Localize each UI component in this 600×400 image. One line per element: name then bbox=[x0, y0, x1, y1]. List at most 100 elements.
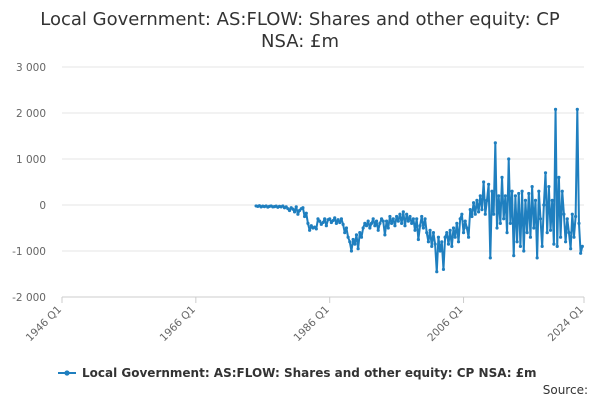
data-point[interactable] bbox=[488, 256, 492, 260]
data-point[interactable] bbox=[433, 242, 437, 246]
data-point[interactable] bbox=[523, 198, 528, 202]
data-point[interactable] bbox=[471, 201, 476, 205]
data-point[interactable] bbox=[475, 198, 479, 202]
legend[interactable]: Local Government: AS:FLOW: Shares and ot… bbox=[58, 366, 537, 380]
data-point[interactable] bbox=[420, 214, 424, 219]
data-point[interactable] bbox=[528, 235, 533, 239]
data-point[interactable] bbox=[435, 270, 439, 274]
data-point[interactable] bbox=[465, 226, 469, 230]
data-point[interactable] bbox=[565, 217, 569, 221]
data-point[interactable] bbox=[440, 240, 444, 244]
data-point[interactable] bbox=[403, 224, 407, 228]
data-point[interactable] bbox=[483, 212, 487, 216]
data-point[interactable] bbox=[570, 212, 574, 216]
data-point[interactable] bbox=[413, 228, 417, 232]
data-point[interactable] bbox=[542, 203, 546, 207]
data-point[interactable] bbox=[356, 247, 360, 251]
data-point[interactable] bbox=[306, 221, 310, 225]
data-point[interactable] bbox=[301, 206, 305, 210]
data-point[interactable] bbox=[393, 224, 397, 228]
data-point[interactable] bbox=[423, 217, 427, 221]
data-point[interactable] bbox=[518, 244, 523, 248]
data-point[interactable] bbox=[466, 235, 471, 239]
data-point[interactable] bbox=[438, 249, 442, 253]
data-point[interactable] bbox=[532, 226, 536, 230]
data-point[interactable] bbox=[498, 221, 502, 225]
data-point[interactable] bbox=[503, 194, 507, 198]
data-point[interactable] bbox=[436, 235, 441, 239]
data-point[interactable] bbox=[522, 249, 526, 253]
data-point[interactable] bbox=[291, 207, 295, 211]
data-point[interactable] bbox=[396, 219, 400, 223]
data-point[interactable] bbox=[353, 242, 357, 246]
data-point[interactable] bbox=[336, 218, 340, 222]
data-point[interactable] bbox=[443, 235, 447, 239]
data-point[interactable] bbox=[525, 231, 529, 235]
data-point[interactable] bbox=[346, 235, 350, 239]
data-point[interactable] bbox=[405, 212, 409, 216]
data-point[interactable] bbox=[349, 249, 354, 253]
data-point[interactable] bbox=[455, 221, 459, 225]
data-point[interactable] bbox=[548, 228, 553, 232]
data-point[interactable] bbox=[560, 189, 564, 193]
data-point[interactable] bbox=[485, 198, 489, 202]
data-point[interactable] bbox=[451, 226, 456, 230]
data-point[interactable] bbox=[401, 210, 405, 214]
data-point[interactable] bbox=[555, 244, 559, 248]
data-point[interactable] bbox=[395, 214, 399, 219]
data-point[interactable] bbox=[428, 228, 432, 232]
data-point[interactable] bbox=[369, 221, 374, 225]
data-point[interactable] bbox=[458, 217, 462, 221]
data-point[interactable] bbox=[408, 214, 412, 219]
data-point[interactable] bbox=[328, 217, 332, 221]
data-point[interactable] bbox=[371, 217, 375, 221]
data-point[interactable] bbox=[323, 217, 327, 221]
data-point[interactable] bbox=[324, 224, 328, 228]
data-point[interactable] bbox=[383, 233, 387, 237]
source-label[interactable]: Source: bbox=[543, 383, 588, 397]
data-point[interactable] bbox=[339, 217, 343, 221]
data-point[interactable] bbox=[374, 219, 379, 223]
data-point[interactable] bbox=[505, 231, 509, 235]
data-point[interactable] bbox=[456, 240, 461, 244]
data-point[interactable] bbox=[538, 217, 543, 221]
data-point[interactable] bbox=[415, 217, 419, 221]
data-point[interactable] bbox=[376, 228, 380, 232]
data-point[interactable] bbox=[308, 228, 312, 232]
data-point[interactable] bbox=[510, 189, 514, 193]
data-point[interactable] bbox=[292, 210, 297, 214]
data-point[interactable] bbox=[569, 247, 573, 251]
data-point[interactable] bbox=[390, 221, 394, 225]
data-point[interactable] bbox=[530, 185, 534, 189]
data-point[interactable] bbox=[492, 212, 496, 216]
data-point[interactable] bbox=[411, 217, 415, 221]
data-point[interactable] bbox=[507, 157, 511, 161]
data-point[interactable] bbox=[461, 231, 466, 235]
data-point[interactable] bbox=[354, 233, 359, 237]
data-point[interactable] bbox=[410, 221, 414, 225]
data-point[interactable] bbox=[517, 191, 521, 196]
data-point[interactable] bbox=[373, 224, 377, 228]
data-point[interactable] bbox=[321, 220, 325, 225]
data-point[interactable] bbox=[493, 141, 497, 145]
data-point[interactable] bbox=[470, 214, 474, 219]
data-point[interactable] bbox=[318, 219, 322, 223]
data-point[interactable] bbox=[314, 227, 318, 231]
data-point[interactable] bbox=[386, 226, 390, 230]
data-point[interactable] bbox=[453, 235, 457, 239]
data-point[interactable] bbox=[480, 208, 484, 212]
data-point[interactable] bbox=[473, 212, 477, 216]
data-point[interactable] bbox=[552, 242, 556, 246]
data-point[interactable] bbox=[450, 244, 454, 248]
data-point[interactable] bbox=[580, 244, 584, 248]
data-point[interactable] bbox=[558, 235, 563, 239]
data-point[interactable] bbox=[368, 226, 372, 230]
data-point[interactable] bbox=[574, 214, 578, 219]
data-point[interactable] bbox=[547, 185, 551, 189]
data-point[interactable] bbox=[448, 228, 452, 232]
data-point[interactable] bbox=[388, 214, 392, 219]
data-point[interactable] bbox=[567, 231, 571, 235]
data-point[interactable] bbox=[309, 224, 313, 228]
data-point[interactable] bbox=[359, 235, 364, 239]
data-point[interactable] bbox=[426, 240, 430, 244]
